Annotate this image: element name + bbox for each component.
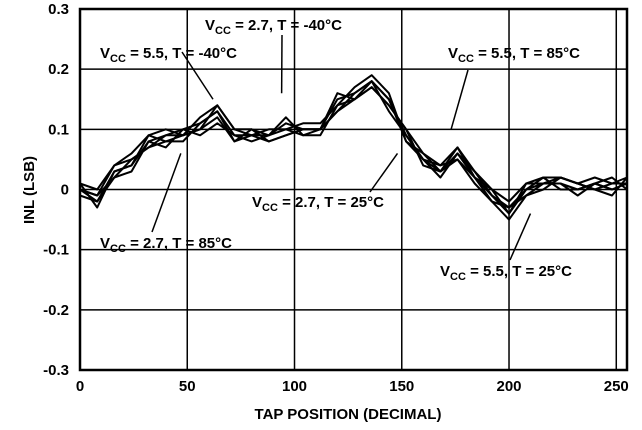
series-line [79,74,628,221]
x-tick-label: 150 [389,378,414,395]
annotation-label: VCC = 2.7, T = 85°C [100,235,232,255]
x-tick-label: 100 [282,378,307,395]
annotation-label: VCC = 5.5, T = 25°C [440,263,572,283]
annotation-label: VCC = 2.7, T = -40°C [205,17,342,37]
annotation-label: VCC = 5.5, T = -40°C [100,45,237,65]
annotation-label: VCC = 2.7, T = 25°C [252,194,384,214]
x-tick-label: 250 [604,378,629,395]
y-tick-label: -0.3 [43,362,69,379]
y-tick-label: 0.1 [48,121,69,138]
x-tick-label: 50 [179,378,196,395]
series-line [79,80,628,209]
y-axis-label: INL (LSB) [21,156,38,224]
series-line [79,80,628,215]
annotation-leader-line [181,51,214,100]
y-tick-label: -0.2 [43,302,69,319]
y-tick-label: 0 [61,182,69,199]
annotation-leader-line [369,152,399,193]
annotation-leader-line [151,153,182,233]
y-tick-label: 0.3 [48,1,69,18]
annotations: VCC = 5.5, T = -40°C VCC = 2.7, T = -40°C… [100,17,580,283]
y-tick-label: 0.2 [48,61,69,78]
x-tick-label: 200 [497,378,522,395]
y-tick-labels: -0.3 -0.2 -0.1 0 0.1 0.2 0.3 [43,1,69,379]
plot-frame [78,7,629,372]
series-lines [79,74,628,221]
x-axis-label: TAP POSITION (DECIMAL) [255,406,442,423]
y-tick-label: -0.1 [43,242,69,259]
annotation-label: VCC = 5.5, T = 85°C [448,45,580,65]
x-tick-labels: 0 50 100 150 200 250 [76,378,629,395]
x-tick-label: 0 [76,378,84,395]
annotation-leader-line [450,69,469,130]
annotation-leader-line [509,213,532,261]
